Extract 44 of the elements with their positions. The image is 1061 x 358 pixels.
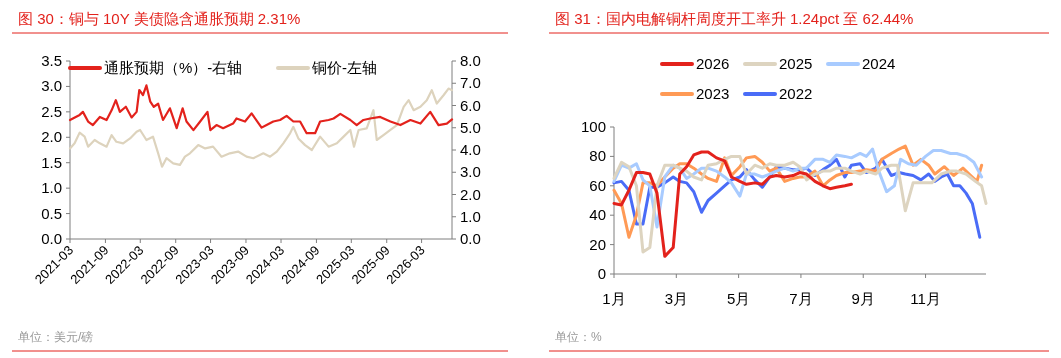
y-tick-label: 1.5: [41, 153, 62, 171]
y-tick-label: 20: [589, 235, 606, 253]
y-tick-label: 60: [589, 176, 606, 194]
text: 单位：%: [555, 330, 602, 344]
y-tick-label: 40: [589, 206, 606, 224]
line-series: [68, 87, 454, 168]
legend-label: 2022: [779, 85, 813, 102]
chart-title: 图 30：铜与 10Y 美债隐含通胀预期 2.31%: [18, 10, 301, 27]
y-tick-label: 2.0: [41, 128, 62, 146]
line-series: [612, 154, 988, 254]
x-tick-label: 3月: [664, 290, 688, 307]
line-series: [68, 84, 454, 135]
legend-label: 2023: [696, 85, 730, 102]
y2-tick-label: 8.0: [460, 52, 481, 69]
y2-tick-label: 5.0: [460, 118, 481, 136]
legend-label: 2025: [779, 55, 813, 72]
text: 单位：美元/磅: [18, 330, 94, 344]
y-tick-label: 2.5: [41, 102, 62, 120]
y-tick-label: 0.5: [41, 204, 62, 222]
y-tick-label: 0: [597, 265, 606, 282]
legend-label: 通胀预期（%）-右轴: [104, 59, 243, 76]
x-tick-label: 11月: [910, 290, 941, 307]
y2-tick-label: 1.0: [460, 207, 481, 225]
y2-tick-label: 7.0: [460, 74, 481, 92]
x-tick-label: 5月: [726, 290, 751, 307]
y-tick-label: 3.5: [41, 52, 62, 69]
legend-label: 铜价-左轴: [311, 59, 377, 76]
chart-title: 图 31：国内电解铜杆周度开工率升 1.24pct 至 62.44%: [555, 10, 914, 27]
y2-tick-label: 4.0: [460, 141, 481, 158]
y2-tick-label: 6.0: [460, 96, 481, 114]
legend-label: 2024: [862, 55, 896, 72]
x-tick-label: 9月: [851, 290, 875, 307]
y-tick-label: 3.0: [41, 77, 62, 95]
y-tick-label: 1.0: [41, 179, 62, 197]
y2-tick-label: 0.0: [460, 230, 481, 247]
line-series: [612, 150, 853, 258]
legend-label: 2026: [696, 55, 730, 72]
y-tick-label: 80: [589, 147, 606, 165]
x-tick-label: 7月: [789, 290, 813, 307]
y-tick-label: 100: [580, 118, 606, 135]
y-tick-label: 0.0: [41, 230, 62, 247]
y2-tick-label: 2.0: [460, 185, 481, 203]
y2-tick-label: 3.0: [460, 163, 481, 181]
x-tick-label: 1月: [602, 290, 626, 307]
